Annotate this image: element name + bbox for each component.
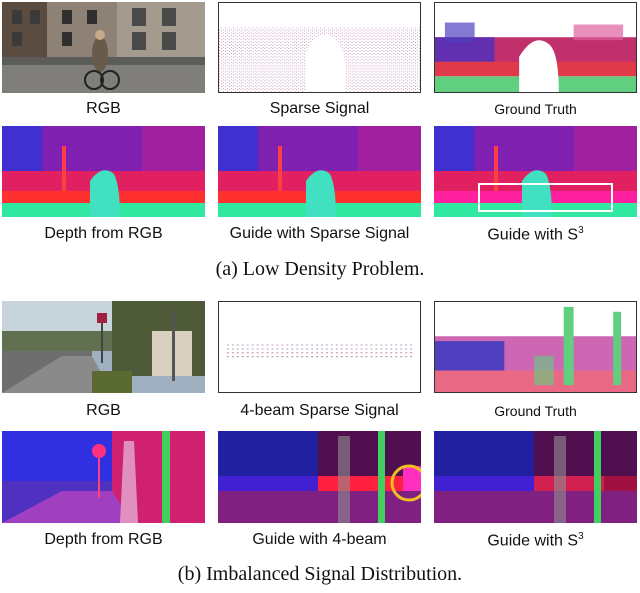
a-guide-sparse-image bbox=[218, 126, 421, 217]
a-guide-sparse-label: Guide with Sparse Signal bbox=[229, 225, 410, 242]
b-guide-s3-label-sup: 3 bbox=[578, 531, 584, 542]
a-guide-s3-label-text: Guide with S bbox=[487, 226, 579, 244]
a-depth-from-rgb-image bbox=[2, 126, 205, 217]
b-ground-truth-image bbox=[434, 301, 637, 393]
a-sparse-label: Sparse Signal bbox=[269, 100, 370, 117]
a-rgb-label: RGB bbox=[86, 100, 121, 117]
a-ground-truth-label: Ground Truth bbox=[494, 101, 577, 117]
a-sparse-signal-image bbox=[218, 2, 421, 93]
b-guide-4beam-image bbox=[218, 431, 421, 523]
b-highlight-circle bbox=[390, 464, 421, 502]
b-depth-from-rgb-image bbox=[2, 431, 205, 523]
a-guide-s3-label: Guide with S3 bbox=[434, 225, 637, 244]
caption-a: (a) Low Density Problem. bbox=[215, 258, 425, 280]
b-guide-4beam-label: Guide with 4-beam bbox=[252, 531, 387, 548]
a-ground-truth-image bbox=[434, 2, 637, 93]
a-rgb-image bbox=[2, 2, 205, 93]
b-rgb-image bbox=[2, 301, 205, 393]
b-guide-s3-label: Guide with S3 bbox=[434, 531, 637, 550]
b-guide-s3-image bbox=[434, 431, 637, 523]
b-guide-s3-label-text: Guide with S bbox=[487, 532, 579, 550]
a-guide-s3-label-sup: 3 bbox=[578, 225, 584, 236]
b-rgb-label: RGB bbox=[86, 402, 121, 419]
caption-b: (b) Imbalanced Signal Distribution. bbox=[177, 563, 463, 585]
b-depth-label: Depth from RGB bbox=[44, 531, 163, 548]
a-guide-s3-image bbox=[434, 126, 637, 217]
b-sparse-label: 4-beam Sparse Signal bbox=[240, 402, 399, 419]
b-4beam-sparse-image bbox=[218, 301, 421, 393]
a-highlight-box bbox=[478, 183, 613, 212]
a-depth-label: Depth from RGB bbox=[44, 225, 163, 242]
b-ground-truth-label: Ground Truth bbox=[494, 403, 577, 419]
